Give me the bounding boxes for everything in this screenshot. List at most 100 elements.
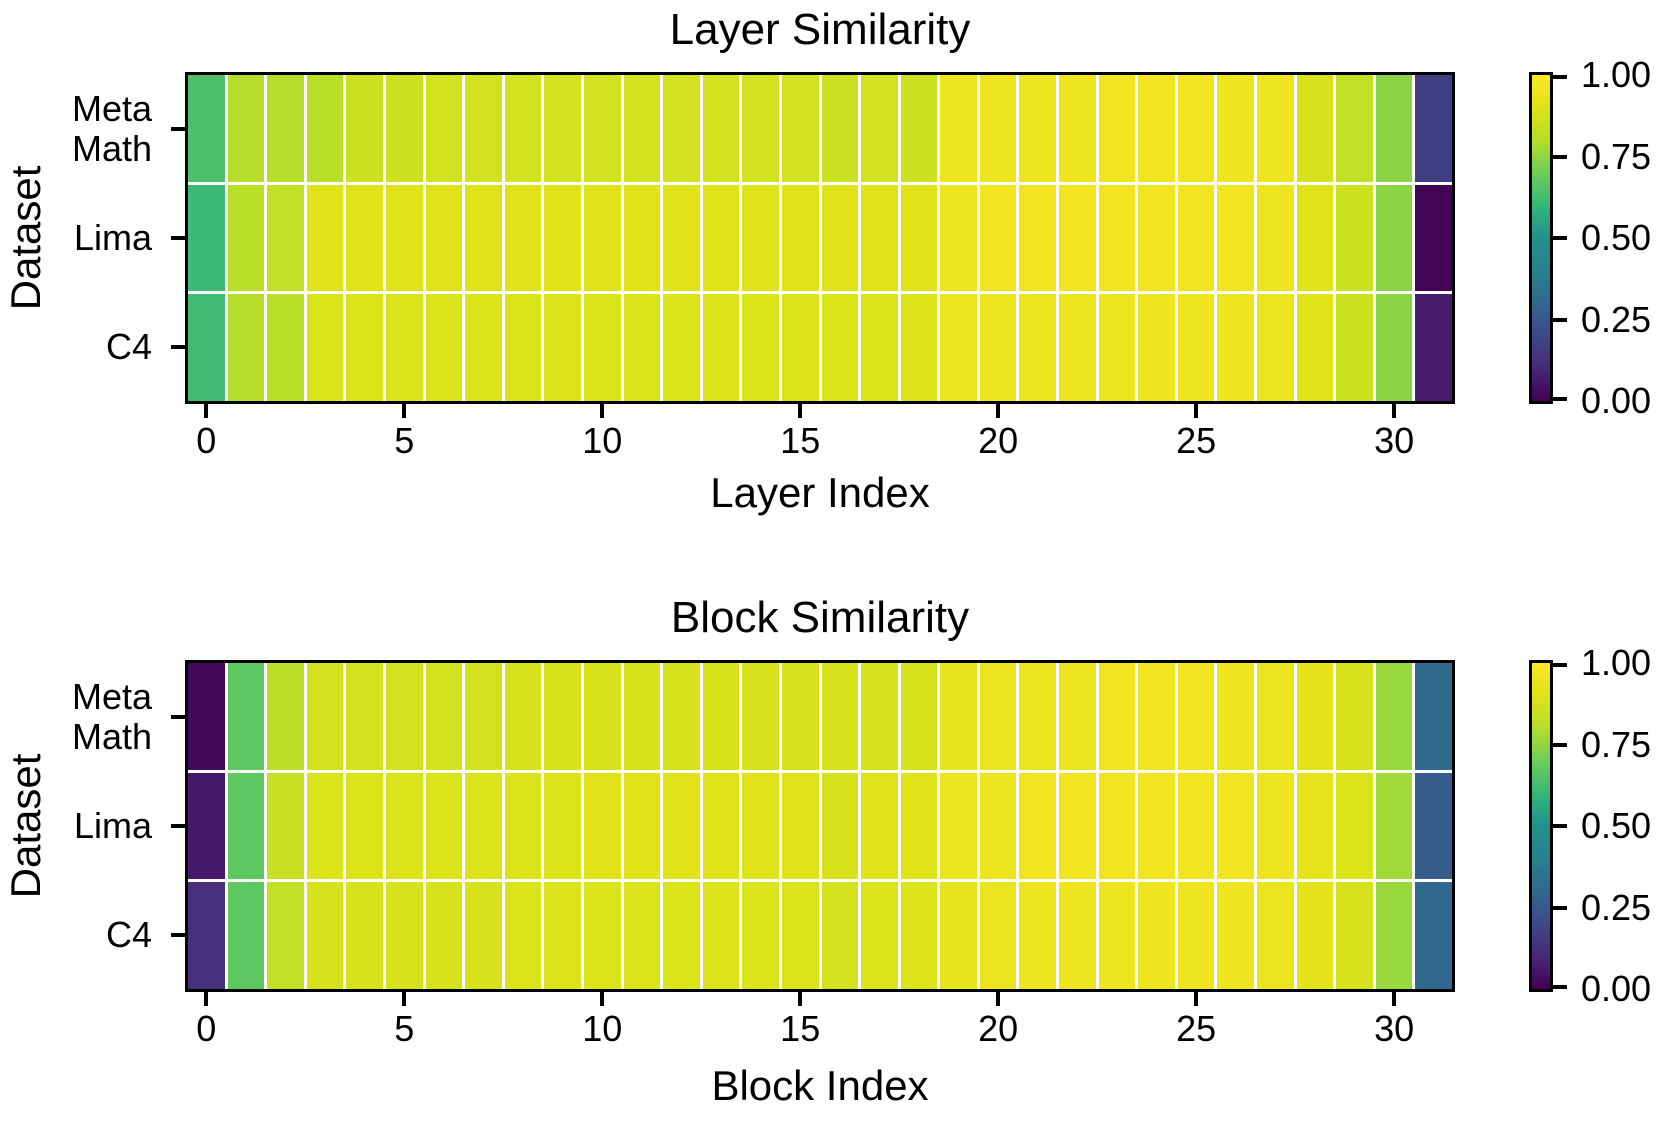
heatmap-cell [1217,772,1255,880]
heatmap-cell [1138,882,1175,989]
heatmap-cell [425,75,463,182]
heatmap-cell [781,184,819,292]
heatmap-cell [821,772,859,880]
heatmap-cell [861,184,898,292]
heatmap-cell [385,882,423,989]
heatmap-cell [1296,663,1334,770]
heatmap-cell [504,772,542,880]
heatmap-cell [1257,882,1294,989]
heatmap-cell [544,772,581,880]
row-label: Lima [0,218,152,258]
heatmap-cell [900,75,938,182]
colorbar-tick-mark [1553,905,1567,910]
x-tick-mark [1392,404,1397,418]
heatmap-cell [979,882,1017,989]
heatmap-cell [544,663,581,770]
colorbar-tick-label: 0.75 [1581,723,1652,765]
heatmap-cell [465,882,502,989]
heatmap-cell [742,75,779,182]
heatmap-cell [267,75,304,182]
heatmap-cell [940,75,977,182]
x-tick-mark [204,992,209,1006]
heatmap-cell [979,294,1017,401]
heatmap-cell [1375,75,1413,182]
row-label-line: Math [71,716,152,758]
heatmap-cell [583,184,621,292]
heatmap-cell [1257,184,1294,292]
heatmap-cell [900,882,938,989]
heatmap-cell [623,882,661,989]
colorbar-tick-mark [1553,663,1567,667]
x-tick-mark [798,992,803,1006]
heatmap-cell [227,294,265,401]
colorbar-tick-label: 0.25 [1581,886,1652,928]
heatmap-cell [1336,663,1373,770]
heatmap-cell [1019,772,1057,880]
colorbar-tick-mark [1553,824,1567,828]
heatmap-cell [623,75,661,182]
heatmap-cell [1138,294,1175,401]
heatmap-cell [623,772,661,880]
heatmap-cell [346,184,383,292]
heatmap-cell [702,75,740,182]
heatmap-cell [346,663,383,770]
heatmap-cell [385,772,423,880]
heatmap-cell [583,294,621,401]
heatmap-cell [1019,663,1057,770]
colorbar-tick-label: 0.00 [1581,380,1652,421]
heatmap-cell [346,75,383,182]
x-tick-label: 5 [394,420,415,461]
heatmap-cell [1177,882,1215,989]
heatmap-cell [544,75,581,182]
heatmap-cell [465,663,502,770]
colorbar-tick-mark [1553,317,1567,322]
heatmap-cell [861,294,898,401]
x-tick-label: 15 [780,420,821,461]
row-label: C4 [0,914,152,955]
x-tick-label: 25 [1176,420,1217,461]
heatmap-cell [1336,772,1373,880]
heatmap-cell [861,772,898,880]
heatmap-cell [1138,184,1175,292]
x-tick-label: 5 [394,1008,415,1049]
heatmap-cell [504,294,542,401]
heatmap-cell [465,75,502,182]
heatmap-cell [663,663,700,770]
colorbar-tick-mark [1553,742,1567,747]
x-tick-mark [402,992,407,1006]
heatmap-cell [663,772,700,880]
heatmap-cell [1217,882,1255,989]
heatmap-cell [1177,663,1215,770]
heatmap-cell [306,184,344,292]
heatmap-plot-area [185,72,1455,404]
heatmap-cell [504,882,542,989]
heatmap-cell [1019,75,1057,182]
heatmap-cell [544,184,581,292]
heatmap-cell [1336,184,1373,292]
heatmap-cell [861,882,898,989]
heatmap-cell [1336,75,1373,182]
x-tick-mark [204,404,209,418]
heatmap-cell [504,663,542,770]
x-tick-mark [798,404,803,418]
x-tick-mark [1194,992,1199,1006]
colorbar-tick-mark [1553,236,1567,240]
x-tick-mark [996,992,1001,1006]
heatmap-cell [781,294,819,401]
heatmap-cell [465,184,502,292]
heatmap-cell [781,75,819,182]
heatmap-cell [1415,184,1452,292]
heatmap-cell [1217,184,1255,292]
heatmap-cell [583,663,621,770]
y-tick-mark [171,236,185,240]
heatmap-cell [781,772,819,880]
heatmap-cell [188,184,225,292]
heatmap-cell [1177,294,1215,401]
heatmap-cell [1257,663,1294,770]
y-tick-mark [171,715,185,720]
heatmap-cell [821,75,859,182]
heatmap-cell [623,184,661,292]
heatmap-cell [425,882,463,989]
heatmap-cell [1415,75,1452,182]
